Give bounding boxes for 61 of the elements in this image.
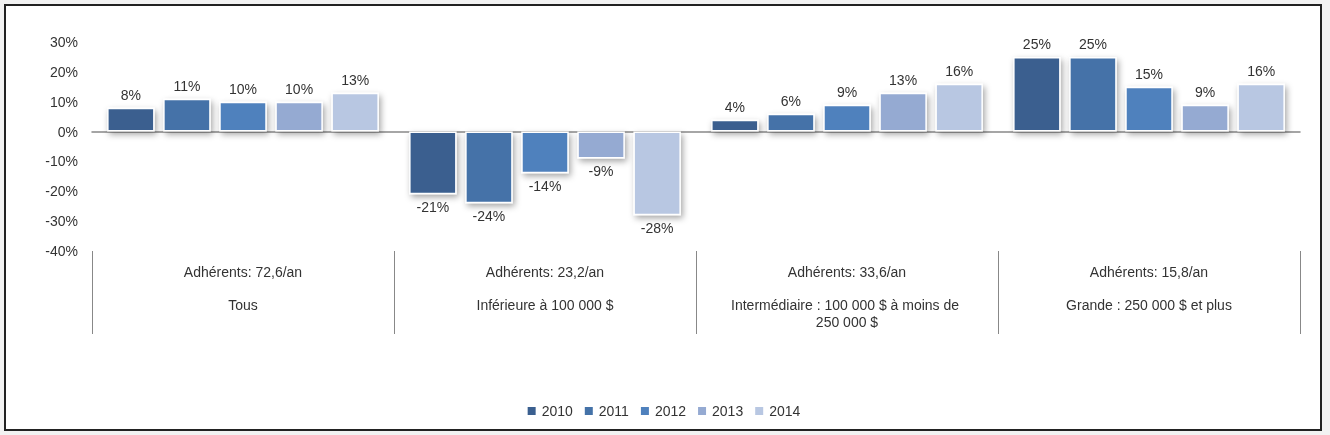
y-tick-label: 20% [49, 63, 78, 80]
y-tick-label: -40% [45, 243, 78, 259]
bar [107, 107, 155, 132]
legend-label: 2012 [654, 403, 687, 419]
data-label: 9% [836, 83, 858, 100]
text: Adhérents: 23,2/an [485, 264, 605, 280]
data-label: 9% [1194, 83, 1216, 100]
bar [1237, 83, 1285, 132]
bar [409, 131, 457, 195]
data-label: 25% [1022, 35, 1051, 52]
data-label: 10% [228, 80, 258, 97]
bar [1181, 104, 1229, 132]
bar [879, 92, 927, 132]
data-label: 15% [1134, 65, 1164, 82]
bar [823, 104, 871, 132]
y-tick-label: 0% [57, 123, 78, 140]
data-label: -9% [588, 163, 614, 180]
text: Adhérents: 15,8/an [1089, 264, 1209, 280]
data-label: 11% [173, 77, 201, 94]
x-tick-label: Tous [228, 296, 258, 313]
legend-label: 2014 [769, 403, 801, 419]
bar [633, 131, 681, 216]
bar [1125, 86, 1173, 132]
bar [465, 131, 513, 204]
y-tick-label: 10% [49, 93, 78, 110]
y-tick-label: -10% [45, 153, 78, 170]
bar [935, 83, 983, 132]
bar [1013, 56, 1061, 132]
text: Adhérents: 33,6/an [787, 264, 907, 280]
data-label: -21% [416, 199, 450, 216]
data-label: -14% [528, 178, 562, 195]
x-tick-label: Inférieure à 100 000 $ [476, 296, 614, 313]
bar [577, 131, 625, 159]
legend-label: 2010 [541, 403, 574, 419]
bar [767, 113, 815, 132]
data-label: 13% [341, 71, 370, 88]
legend-label: 2013 [712, 403, 744, 419]
y-tick-label: -20% [45, 183, 78, 200]
data-label: 16% [945, 62, 974, 79]
bar [331, 92, 379, 132]
x-tick-label: Grande : 250 000 $ et plus [1066, 296, 1232, 313]
data-label: 4% [724, 98, 745, 115]
y-tick-label: 30% [49, 34, 78, 50]
data-label: 16% [1247, 62, 1276, 79]
data-label: 8% [120, 86, 141, 103]
bar [163, 98, 211, 132]
x-tick-label: Intermédiaire : 100 000 $ à moins de 250 000 $ [731, 296, 963, 330]
bar [275, 101, 323, 132]
y-tick-label: -30% [45, 213, 78, 230]
bar [711, 119, 759, 132]
data-label: 25% [1078, 35, 1107, 52]
data-label: -24% [472, 208, 506, 225]
data-label: 10% [285, 80, 314, 97]
bar [219, 101, 267, 132]
data-label: -28% [640, 220, 674, 237]
data-label: 13% [889, 71, 918, 88]
bar [521, 131, 569, 174]
text: Adhérents: 72,6/an [183, 264, 303, 280]
data-label: 6% [780, 92, 802, 109]
legend-label: 2011 [598, 403, 630, 419]
bar [1069, 56, 1117, 132]
